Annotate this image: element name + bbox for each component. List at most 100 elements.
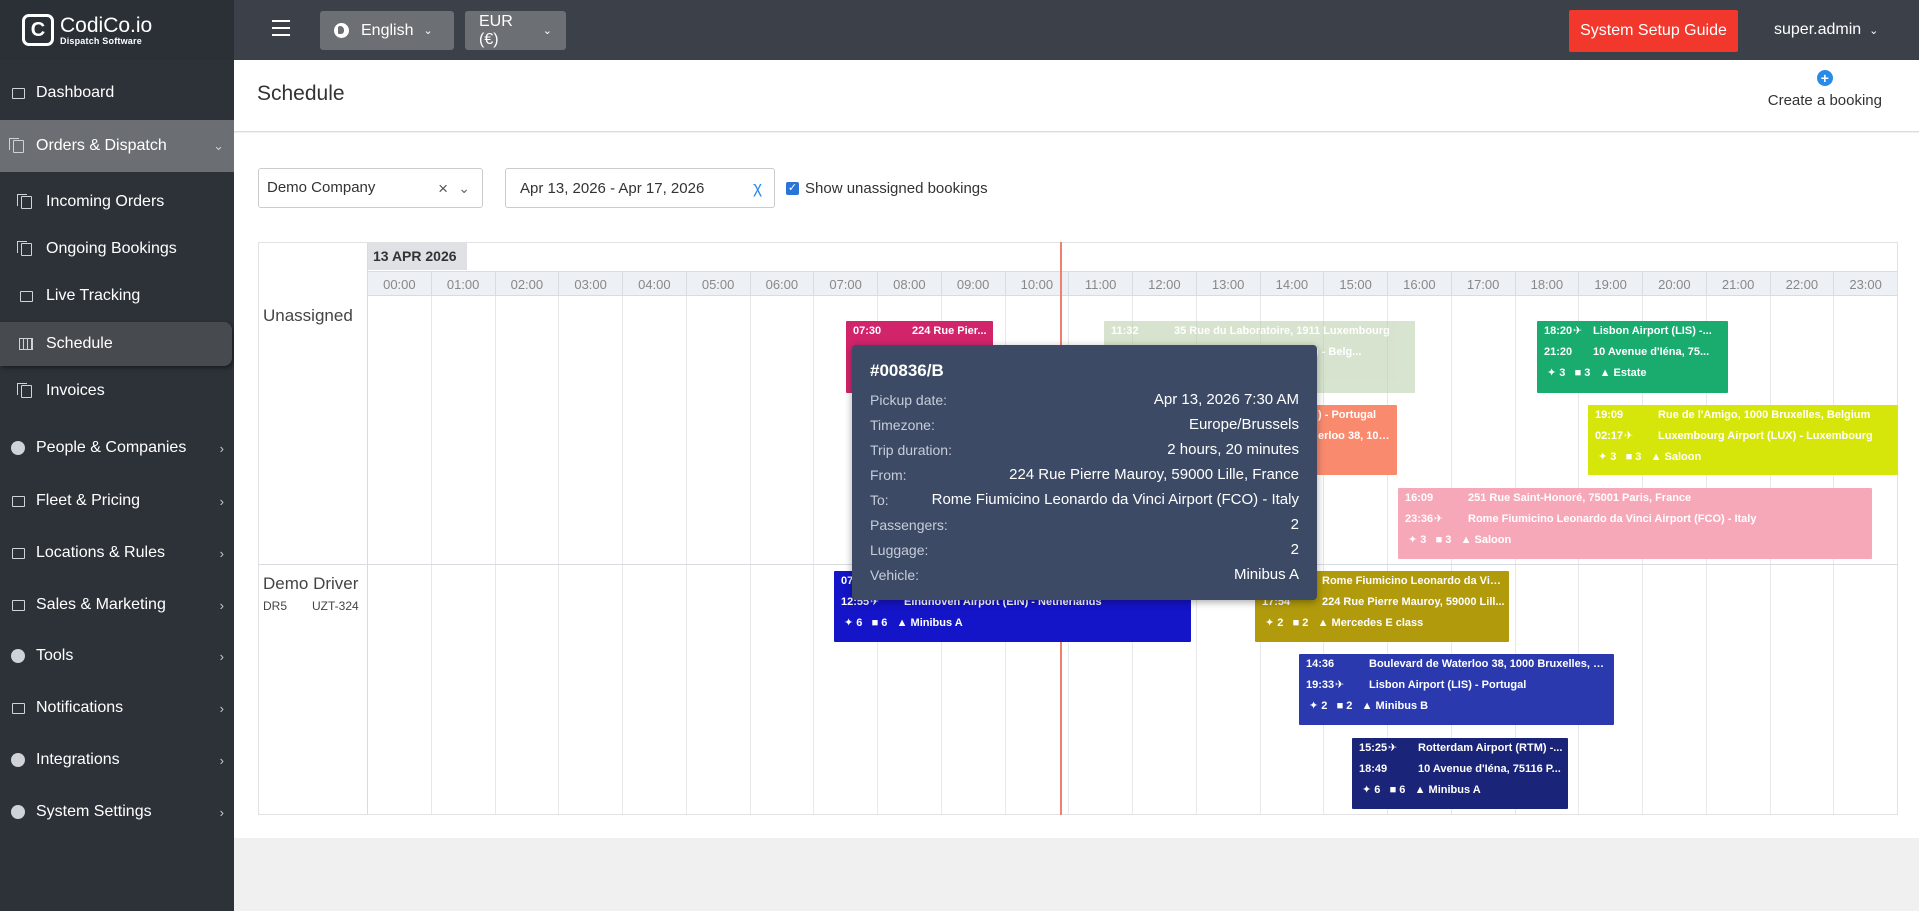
driver-plate: UZT-324 xyxy=(312,599,359,613)
tooltip-row: Timezone: Europe/Brussels xyxy=(870,416,1299,441)
create-booking-button[interactable]: + Create a booking xyxy=(1768,70,1882,109)
plane-icon: ✈ xyxy=(1573,325,1583,337)
hour-label: 04:00 xyxy=(622,272,686,295)
sidebar-item-fleet-pricing[interactable]: Fleet & Pricing › xyxy=(0,481,234,521)
chevron-down-icon[interactable]: ⌄ xyxy=(458,180,470,196)
chevron-right-icon: › xyxy=(219,597,224,613)
tooltip-row: Vehicle: Minibus A xyxy=(870,566,1299,591)
sidebar-item-tools[interactable]: Tools › xyxy=(0,636,234,676)
tooltip-value: 2 hours, 20 minutes xyxy=(1167,441,1299,458)
sidebar-item-label: Fleet & Pricing xyxy=(36,492,141,509)
tooltip-value: Minibus A xyxy=(1233,566,1299,583)
logo[interactable]: C CodiCo.io Dispatch Software xyxy=(0,0,234,60)
dropoff-time: 02:17 xyxy=(1595,430,1624,442)
page-header: Schedule + Create a booking xyxy=(234,60,1919,132)
sidebar-item-orders-dispatch[interactable]: Orders & Dispatch ⌄ xyxy=(0,120,234,172)
hour-label: 01:00 xyxy=(430,272,495,295)
vehicle: Saloon xyxy=(1664,451,1702,463)
user-menu[interactable]: super.admin ⌄ xyxy=(1774,21,1878,39)
sidebar-item-sales-marketing[interactable]: Sales & Marketing › xyxy=(0,585,234,625)
menu-toggle-icon[interactable] xyxy=(272,20,290,36)
passengers: 6 xyxy=(856,617,863,629)
copy-icon xyxy=(16,193,34,209)
hour-label: 08:00 xyxy=(877,272,941,295)
booking-event[interactable]: 14:36 Boulevard de Waterloo 38, 1000 Brux… xyxy=(1299,654,1614,725)
hour-label: 07:00 xyxy=(813,272,877,295)
tooltip-row: Passengers: 2 xyxy=(870,516,1299,541)
dropoff-address: 10 Avenue d'Iéna, 75116 P... xyxy=(1418,763,1561,775)
hour-label: 16:00 xyxy=(1387,272,1451,295)
hour-label: 10:00 xyxy=(1004,272,1069,295)
gear-icon xyxy=(10,805,26,819)
chevron-right-icon: › xyxy=(219,545,224,561)
sidebar-item-label: Ongoing Bookings xyxy=(46,240,177,257)
dropoff-time: 19:33 xyxy=(1306,679,1335,691)
company-select[interactable]: Demo Company × ⌄ xyxy=(258,168,483,208)
date-range-input[interactable]: Apr 13, 2026 - Apr 17, 2026 χ xyxy=(505,168,775,208)
plus-circle-icon: + xyxy=(1816,70,1833,86)
hour-label: 14:00 xyxy=(1259,272,1324,295)
pickup-address: Rotterdam Airport (RTM) -... xyxy=(1418,742,1563,754)
pickup-address: erloo 38, 100... xyxy=(1318,430,1393,442)
create-booking-label: Create a booking xyxy=(1767,92,1882,109)
sidebar-item-live-tracking[interactable]: Live Tracking xyxy=(0,276,234,316)
luggage: 2 xyxy=(1346,700,1353,712)
luggage: 2 xyxy=(1302,617,1309,629)
booking-event[interactable]: 16:09 251 Rue Saint-Honoré, 75001 Paris, … xyxy=(1398,488,1872,559)
tooltip-row: From: 224 Rue Pierre Mauroy, 59000 Lille,… xyxy=(870,466,1299,491)
invoice-icon xyxy=(16,382,34,398)
copy-icon xyxy=(16,240,34,256)
tooltip-row: Luggage: 2 xyxy=(870,541,1299,566)
sidebar-item-invoices[interactable]: Invoices xyxy=(0,371,234,411)
hour-label: 02:00 xyxy=(494,272,559,295)
tooltip-row: Trip duration: 2 hours, 20 minutes xyxy=(870,441,1299,466)
clear-date-icon[interactable]: χ xyxy=(753,178,762,197)
language-selector[interactable]: English ⌄ xyxy=(320,11,454,50)
clear-icon[interactable]: × xyxy=(438,179,448,198)
sidebar-item-label: Dashboard xyxy=(36,84,115,101)
calendar-icon xyxy=(18,337,34,351)
resource-demo-driver[interactable]: Demo Driver xyxy=(263,574,359,593)
tooltip-key: Luggage: xyxy=(870,542,929,558)
sidebar-item-notifications[interactable]: Notifications › xyxy=(0,688,234,728)
sidebar-item-people-companies[interactable]: People & Companies › xyxy=(0,428,234,468)
tooltip-row: Pickup date: Apr 13, 2026 7:30 AM xyxy=(870,391,1299,416)
show-unassigned-checkbox[interactable]: ✓ Show unassigned bookings xyxy=(786,180,988,197)
pickup-address: Lisbon Airport (LIS) -... xyxy=(1593,325,1712,337)
hour-gridline xyxy=(558,296,560,814)
checkbox-checked-icon[interactable]: ✓ xyxy=(786,182,799,195)
chevron-right-icon: › xyxy=(219,752,224,768)
sidebar-item-ongoing-bookings[interactable]: Ongoing Bookings xyxy=(0,229,234,269)
sidebar-item-locations-rules[interactable]: Locations & Rules › xyxy=(0,533,234,573)
vehicle: Saloon xyxy=(1474,534,1512,546)
company-value: Demo Company xyxy=(267,179,376,196)
hour-label: 00:00 xyxy=(367,272,431,295)
tooltip-key: Passengers: xyxy=(870,517,948,533)
wrench-icon xyxy=(10,649,26,663)
system-setup-guide-button[interactable]: System Setup Guide xyxy=(1569,10,1738,52)
booking-event[interactable]: 19:09 Rue de l'Amigo, 1000 Bruxelles, Bel… xyxy=(1588,405,1898,475)
booking-event[interactable]: 15:25 ✈ Rotterdam Airport (RTM) -... 18:49… xyxy=(1352,738,1568,809)
pickup-address: 224 Rue Pier... xyxy=(912,325,987,337)
hour-gridline xyxy=(1387,296,1388,814)
sidebar-item-integrations[interactable]: Integrations › xyxy=(0,740,234,780)
sidebar-item-schedule[interactable]: Schedule xyxy=(0,322,232,366)
page-title: Schedule xyxy=(257,82,345,105)
booking-event[interactable]: 18:20 ✈ Lisbon Airport (LIS) -... 21:20 10 … xyxy=(1537,321,1728,393)
sidebar-item-system-settings[interactable]: System Settings › xyxy=(0,792,234,832)
tooltip-value: 2 xyxy=(1290,516,1299,533)
currency-selector[interactable]: EUR (€) ⌄ xyxy=(465,11,566,50)
chevron-right-icon: › xyxy=(219,493,224,509)
passengers: 2 xyxy=(1321,700,1328,712)
chevron-down-icon: ⌄ xyxy=(213,138,224,153)
tooltip-title: #00836/B xyxy=(870,361,944,380)
vehicle: Estate xyxy=(1613,367,1647,379)
vehicle: Mercedes E class xyxy=(1331,617,1424,629)
sidebar-item-incoming-orders[interactable]: Incoming Orders xyxy=(0,182,234,222)
resource-unassigned: Unassigned xyxy=(263,306,353,325)
passengers: 3 xyxy=(1610,451,1617,463)
passengers: 3 xyxy=(1559,367,1566,379)
passengers: 2 xyxy=(1277,617,1284,629)
sidebar-item-dashboard[interactable]: Dashboard xyxy=(0,73,234,113)
tooltip-row: To: Rome Fiumicino Leonardo da Vinci Airp… xyxy=(870,491,1299,516)
